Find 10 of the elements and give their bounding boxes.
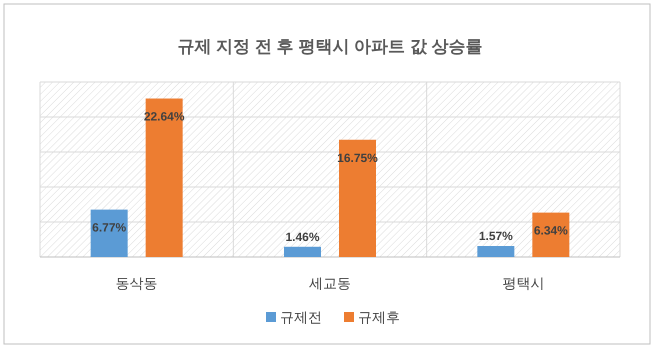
- x-tick-label: 동삭동: [116, 275, 158, 291]
- data-label: 6.77%: [92, 220, 127, 235]
- chart-title: 규제 지정 전 후 평택시 아파트 값 상승률: [177, 37, 483, 56]
- data-label: 1.57%: [478, 229, 514, 244]
- data-label: 1.46%: [285, 230, 320, 244]
- legend-label: 규제전: [280, 309, 322, 325]
- legend-label: 규제후: [358, 309, 400, 325]
- x-tick-label: 평택시: [502, 275, 544, 291]
- data-label: 6.34%: [534, 224, 568, 238]
- x-tick-label: 세교동: [309, 275, 351, 291]
